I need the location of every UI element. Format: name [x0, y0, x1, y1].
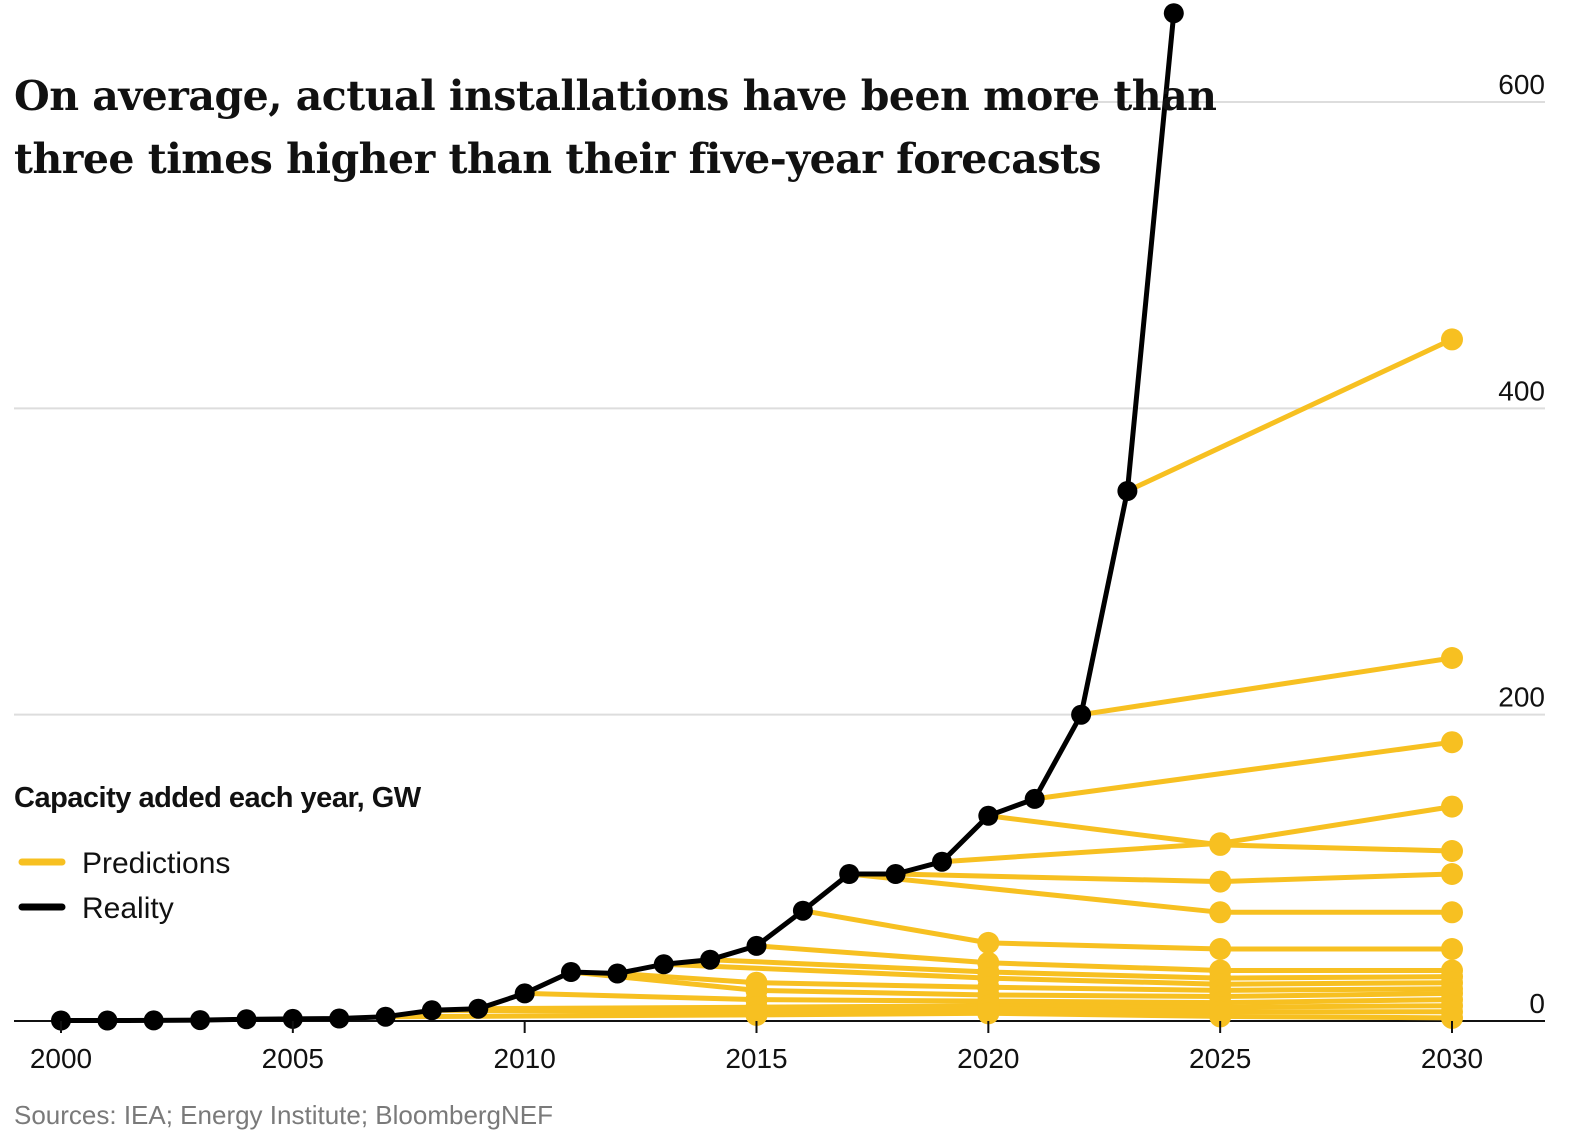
- x-tick-label: 2010: [494, 1043, 556, 1074]
- prediction-point: [1209, 901, 1232, 924]
- prediction-line: [939, 804, 1455, 865]
- reality-point: [1024, 788, 1045, 809]
- x-tick-label: 2005: [262, 1043, 324, 1074]
- chart-title-line-2: three times higher than their five-year …: [14, 135, 1101, 183]
- series-prediction: [754, 943, 1463, 982]
- y-axis-label: Capacity added each year, GW: [14, 782, 422, 814]
- reality-point: [885, 864, 906, 884]
- axis-ticks: 0 200 400 600 2000 2005 2010 2015 2020 2025 2030: [30, 69, 1545, 1074]
- gridlines: [14, 101, 1545, 1022]
- legend-label-predictions: Predictions: [82, 847, 230, 880]
- legend: Predictions Reality: [18, 847, 230, 925]
- prediction-line: [1078, 655, 1455, 718]
- prediction-series: [383, 328, 1463, 1029]
- prediction-point: [977, 931, 1000, 954]
- prediction-line: [1124, 336, 1455, 494]
- reality-point: [329, 1008, 350, 1029]
- prediction-point: [1441, 647, 1463, 669]
- reality-point: [932, 851, 952, 872]
- prediction-line: [661, 961, 1455, 987]
- reality-point: [978, 805, 999, 826]
- reality-point: [468, 998, 489, 1019]
- reality-point: [282, 1008, 303, 1029]
- series-prediction: [846, 871, 1463, 924]
- y-tick-label: 0: [1529, 988, 1545, 1019]
- series-prediction: [1078, 647, 1463, 718]
- reality-point: [514, 983, 535, 1004]
- reality-point: [746, 935, 767, 956]
- reality-point: [51, 1010, 71, 1031]
- series-prediction: [383, 1002, 1463, 1029]
- prediction-point: [1209, 938, 1232, 960]
- series-prediction: [985, 813, 1463, 862]
- prediction-point: [1441, 328, 1463, 351]
- reality-point: [607, 963, 628, 984]
- prediction-point: [1209, 870, 1232, 893]
- x-tick-label: 2020: [957, 1043, 1019, 1074]
- reality-point: [792, 900, 813, 921]
- prediction-point: [1441, 901, 1463, 924]
- prediction-point: [745, 1003, 768, 1026]
- reality-point: [839, 864, 860, 884]
- reality-point: [561, 962, 581, 982]
- reality-point: [375, 1006, 396, 1027]
- x-tick-label: 2025: [1189, 1043, 1251, 1074]
- prediction-line: [754, 943, 1455, 973]
- series-prediction: [1124, 328, 1463, 494]
- prediction-point: [1209, 833, 1232, 856]
- prediction-line: [800, 908, 1455, 952]
- prediction-point: [1441, 938, 1463, 960]
- reality-point: [1071, 704, 1092, 725]
- reality-point: [700, 949, 721, 970]
- source-note: Sources: IEA; Energy Institute; Bloomber…: [14, 1100, 553, 1130]
- prediction-point: [1441, 795, 1463, 818]
- y-tick-label: 200: [1498, 682, 1545, 713]
- reality-point: [190, 1010, 211, 1031]
- reality-point: [1163, 3, 1184, 24]
- series-prediction: [893, 863, 1463, 893]
- prediction-point: [1441, 840, 1463, 862]
- reality-series: [51, 3, 1184, 1031]
- reality-point: [1117, 481, 1138, 501]
- chart-title-line-1: On average, actual installations have be…: [14, 72, 1216, 120]
- reality-point: [653, 954, 674, 975]
- series-prediction: [1032, 731, 1463, 802]
- prediction-line: [1032, 739, 1455, 802]
- prediction-point: [1441, 1006, 1463, 1029]
- prediction-line: [707, 957, 1455, 981]
- legend-label-reality: Reality: [82, 892, 174, 925]
- prediction-point: [1441, 731, 1463, 754]
- reality-point: [421, 1000, 442, 1021]
- series-prediction: [800, 908, 1463, 960]
- x-tick-label: 2015: [725, 1043, 787, 1074]
- x-tick-label: 2030: [1421, 1043, 1483, 1074]
- prediction-line: [893, 871, 1455, 885]
- y-tick-label: 400: [1498, 375, 1545, 406]
- reality-point: [236, 1009, 257, 1030]
- prediction-point: [1209, 1005, 1232, 1028]
- x-tick-label: 2000: [30, 1043, 92, 1074]
- y-tick-label: 600: [1498, 69, 1545, 100]
- prediction-point: [977, 1002, 1000, 1025]
- prediction-point: [1441, 863, 1463, 885]
- reality-point: [143, 1010, 164, 1031]
- reality-point: [97, 1010, 118, 1031]
- series-reality: [51, 3, 1184, 1031]
